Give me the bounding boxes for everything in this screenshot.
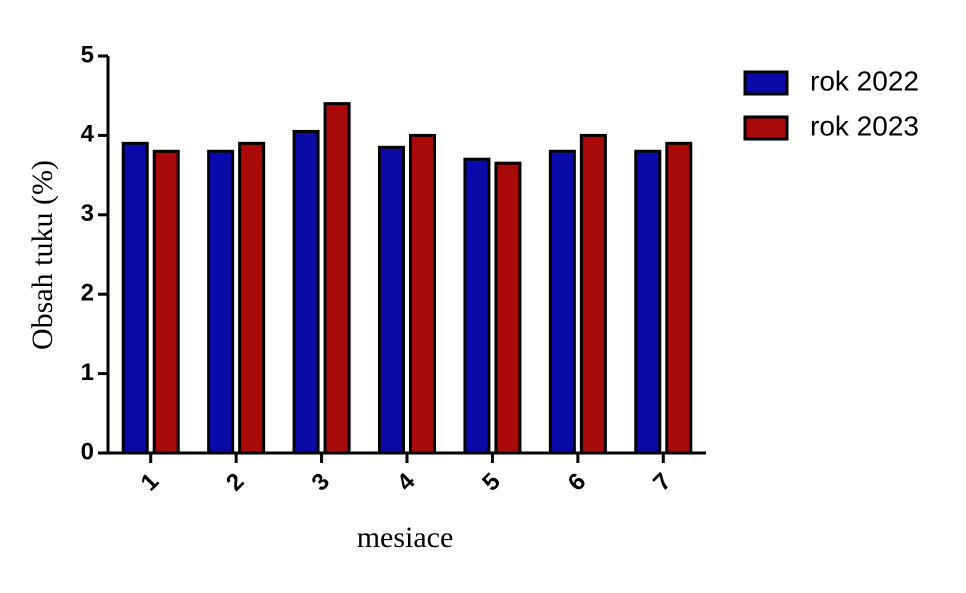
bar <box>207 149 235 455</box>
x-tick-label: 7 <box>648 468 677 497</box>
bar <box>121 141 149 455</box>
bar <box>323 102 351 455</box>
bar <box>494 161 522 455</box>
legend-swatch <box>743 70 789 96</box>
y-tick-label: 3 <box>81 200 94 227</box>
x-tick-label: 6 <box>563 468 592 497</box>
y-tick-label: 4 <box>81 121 95 148</box>
x-tick-label: 4 <box>392 467 421 496</box>
x-axis-title: mesiace <box>357 521 454 554</box>
bar <box>292 129 320 455</box>
bar <box>238 141 266 455</box>
bar <box>378 145 405 455</box>
bar <box>548 149 576 455</box>
x-tick-label: 3 <box>306 468 335 497</box>
x-tick-label: 5 <box>477 468 506 497</box>
legend-label: rok 2023 <box>810 110 919 141</box>
legend-swatch <box>743 115 789 141</box>
y-tick-label: 1 <box>81 359 94 386</box>
bar <box>409 133 436 455</box>
bar <box>634 149 662 455</box>
x-tick-label: 2 <box>221 468 250 497</box>
legend-label: rok 2022 <box>810 65 919 96</box>
y-axis-title: Obsah tuku (%) <box>26 160 59 350</box>
bar <box>152 149 180 455</box>
bar <box>579 133 607 455</box>
y-tick-label: 2 <box>81 280 94 307</box>
y-tick-label: 5 <box>81 41 94 68</box>
y-tick-label: 0 <box>81 438 94 465</box>
x-tick-label: 1 <box>136 468 165 497</box>
bar <box>665 141 693 455</box>
bar <box>463 157 491 455</box>
